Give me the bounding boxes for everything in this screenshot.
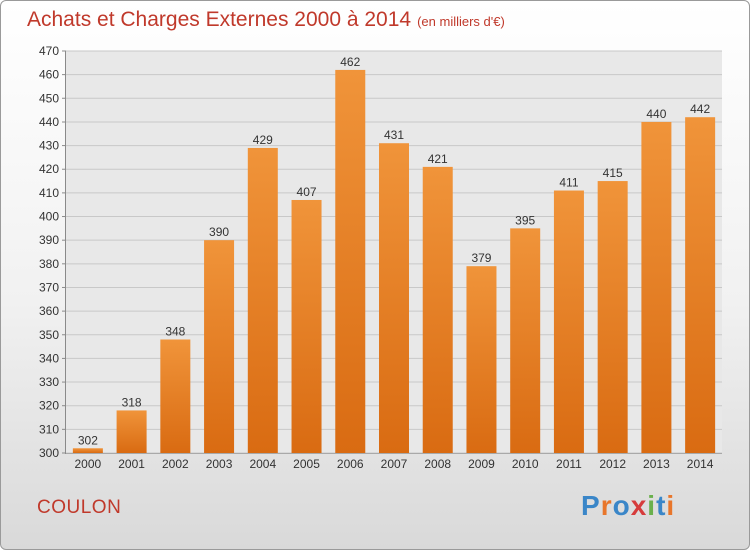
y-tick-label: 320	[39, 399, 59, 413]
y-tick-label: 330	[39, 375, 59, 389]
data-label-2004: 429	[253, 133, 273, 147]
y-tick-label: 350	[39, 328, 59, 342]
data-label-2001: 318	[122, 395, 142, 409]
x-tick-label-2012: 2012	[599, 457, 626, 471]
bar-2008[interactable]	[422, 166, 453, 453]
y-tick-label: 380	[39, 257, 59, 271]
data-label-2014: 442	[690, 102, 710, 116]
town-name: COULON	[37, 497, 122, 518]
x-tick-label-2004: 2004	[249, 457, 276, 471]
bar-2000[interactable]	[72, 448, 103, 453]
data-label-2008: 421	[428, 152, 448, 166]
brand-letter: i	[647, 490, 657, 521]
y-tick-label: 300	[39, 446, 59, 460]
y-tick-label: 460	[39, 68, 59, 82]
bar-2014[interactable]	[685, 117, 716, 453]
y-tick-label: 430	[39, 139, 59, 153]
y-tick-label: 370	[39, 280, 59, 294]
bar-2004[interactable]	[247, 147, 278, 453]
plot-area: 300 310 320 330 340 350 360 370 380 390 400 410 420 4…	[39, 44, 722, 471]
y-tick-label: 340	[39, 351, 59, 365]
y-tick-label: 440	[39, 115, 59, 129]
bar-2007[interactable]	[379, 143, 409, 454]
bar-2001[interactable]	[116, 410, 147, 453]
data-label-2010: 395	[515, 213, 535, 227]
x-tick-label-2008: 2008	[424, 457, 451, 471]
x-tick-label-2001: 2001	[118, 457, 145, 471]
data-label-2000: 302	[78, 433, 98, 447]
bar-2013[interactable]	[641, 121, 672, 454]
data-label-2003: 390	[209, 225, 229, 239]
data-label-2009: 379	[471, 251, 491, 265]
chart-subtitle: (en milliers d'€)	[417, 14, 505, 29]
x-tick-label-2011: 2011	[556, 457, 582, 471]
data-label-2002: 348	[165, 324, 185, 338]
x-tick-label-2000: 2000	[75, 457, 102, 471]
data-label-2006: 462	[340, 55, 360, 69]
x-tick-label-2009: 2009	[468, 457, 495, 471]
y-tick-label: 360	[39, 304, 59, 318]
data-label-2011: 411	[559, 176, 578, 190]
brand-letter: r	[600, 490, 613, 521]
brand-letter: P	[581, 490, 601, 521]
bar-2002[interactable]	[160, 339, 191, 453]
brand-letter: o	[612, 490, 631, 521]
y-tick-label: 400	[39, 210, 59, 224]
x-tick-label-2014: 2014	[687, 457, 714, 471]
y-tick-label: 450	[39, 91, 59, 105]
x-tick-label-2002: 2002	[162, 457, 189, 471]
x-tick-label-2007: 2007	[381, 457, 408, 471]
y-tick-label: 410	[39, 186, 59, 200]
bar-2006[interactable]	[335, 69, 366, 453]
bar-2005[interactable]	[291, 199, 322, 453]
brand-letter: x	[630, 490, 648, 521]
data-label-2012: 415	[603, 166, 623, 180]
brand-letter: t	[656, 490, 667, 521]
data-label-2007: 431	[384, 128, 404, 142]
y-tick-label: 390	[39, 233, 59, 247]
x-tick-label-2010: 2010	[512, 457, 539, 471]
y-tick-label: 470	[39, 44, 59, 58]
x-tick-label-2013: 2013	[643, 457, 670, 471]
x-tick-label-2005: 2005	[293, 457, 320, 471]
bar-2009[interactable]	[466, 266, 497, 453]
chart-title: Achats et Charges Externes 2000 à 2014 (e…	[27, 8, 505, 32]
bar-chart: 300 310 320 330 340 350 360 370 380 390 400 410 420 4…	[39, 44, 722, 471]
proxiti-logo[interactable]: Proxiti	[581, 490, 675, 522]
data-label-2013: 440	[646, 107, 666, 121]
data-label-2005: 407	[297, 185, 317, 199]
x-tick-label-2003: 2003	[206, 457, 233, 471]
brand-letter: i	[666, 490, 676, 521]
bar-2003[interactable]	[204, 240, 235, 453]
bar-2010[interactable]	[510, 228, 541, 453]
chart-title-text: Achats et Charges Externes 2000 à 2014	[27, 8, 412, 31]
bar-2011[interactable]	[553, 190, 584, 454]
y-tick-label: 420	[39, 162, 59, 176]
bar-2012[interactable]	[597, 181, 628, 453]
y-tick-label: 310	[39, 422, 59, 436]
x-tick-label-2006: 2006	[337, 457, 364, 471]
